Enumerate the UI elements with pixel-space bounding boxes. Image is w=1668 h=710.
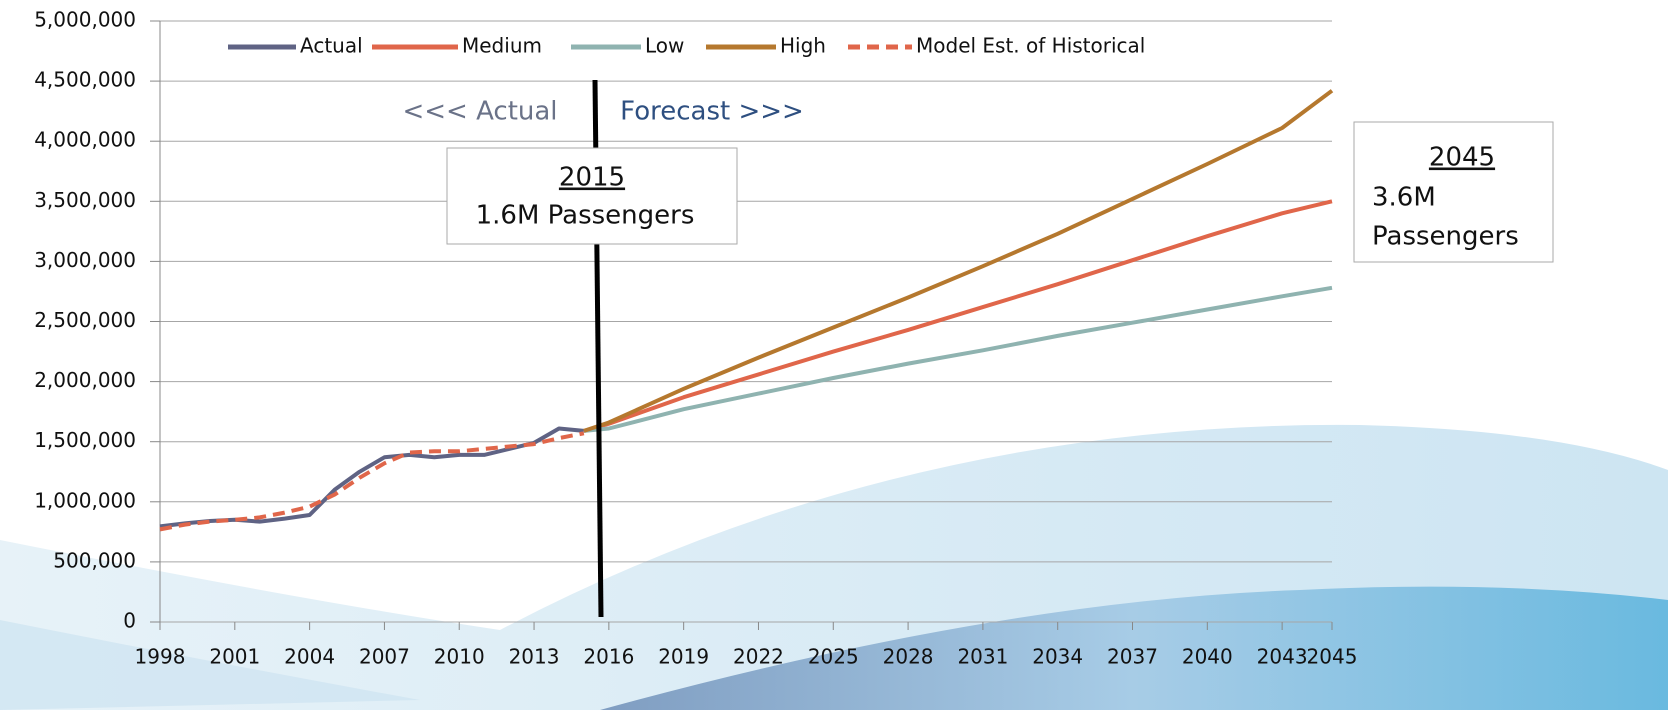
legend-label: Low (645, 34, 684, 58)
x-tick-label: 2025 (808, 645, 859, 669)
box-text: 3.6M (1372, 183, 1436, 213)
box-title: 2045 (1429, 143, 1495, 173)
x-tick-label: 2043 (1257, 645, 1308, 669)
legend-label: Actual (300, 34, 363, 58)
y-tick-label: 5,000,000 (34, 8, 136, 32)
x-tick-label: 2007 (359, 645, 410, 669)
legend-label: Medium (462, 34, 542, 58)
y-tick-label: 4,500,000 (34, 68, 136, 92)
x-tick-label: 2037 (1107, 645, 1158, 669)
x-tick-label: 2010 (434, 645, 485, 669)
x-tick-label: 2028 (883, 645, 934, 669)
series-line (584, 91, 1332, 431)
x-tick-label: 2016 (583, 645, 634, 669)
chart: 0 500,000 1,000,000 1,500,000 2,000,000 2,500… (0, 0, 1668, 710)
x-tick-label: 2019 (658, 645, 709, 669)
y-tick-label: 1,000,000 (34, 488, 136, 512)
y-tick-label: 2,000,000 (34, 368, 136, 392)
x-tick-label: 1998 (135, 645, 186, 669)
x-tick-label: 2031 (957, 645, 1008, 669)
x-tick-label: 2013 (509, 645, 560, 669)
legend-label: High (780, 34, 826, 58)
x-tick-label: 2022 (733, 645, 784, 669)
actual-label: <<< Actual (402, 97, 557, 127)
legend-label: Model Est. of Historical (916, 34, 1145, 58)
x-tick-label: 2045 (1307, 645, 1358, 669)
y-tick-label: 1,500,000 (34, 428, 136, 452)
y-tick-label: 3,500,000 (34, 188, 136, 212)
box-title: 2015 (559, 163, 625, 193)
x-tick-label: 2001 (209, 645, 260, 669)
forecast-label: Forecast >>> (620, 97, 804, 127)
y-tick-label: 0 (123, 609, 136, 633)
x-tick-label: 2040 (1182, 645, 1233, 669)
annotation-box: 2045 3.6M Passengers (1354, 122, 1553, 262)
x-tick-label: 2034 (1032, 645, 1083, 669)
x-tick-label: 2004 (284, 645, 335, 669)
y-tick-label: 3,000,000 (34, 248, 136, 272)
series-line (160, 429, 584, 527)
series-line (584, 288, 1332, 431)
y-tick-label: 500,000 (53, 548, 136, 572)
box-text: 1.6M Passengers (476, 201, 695, 231)
y-tick-label: 2,500,000 (34, 308, 136, 332)
y-tick-label: 4,000,000 (34, 128, 136, 152)
annotation-box: 2015 1.6M Passengers (447, 148, 737, 244)
box-text: Passengers (1372, 222, 1519, 252)
